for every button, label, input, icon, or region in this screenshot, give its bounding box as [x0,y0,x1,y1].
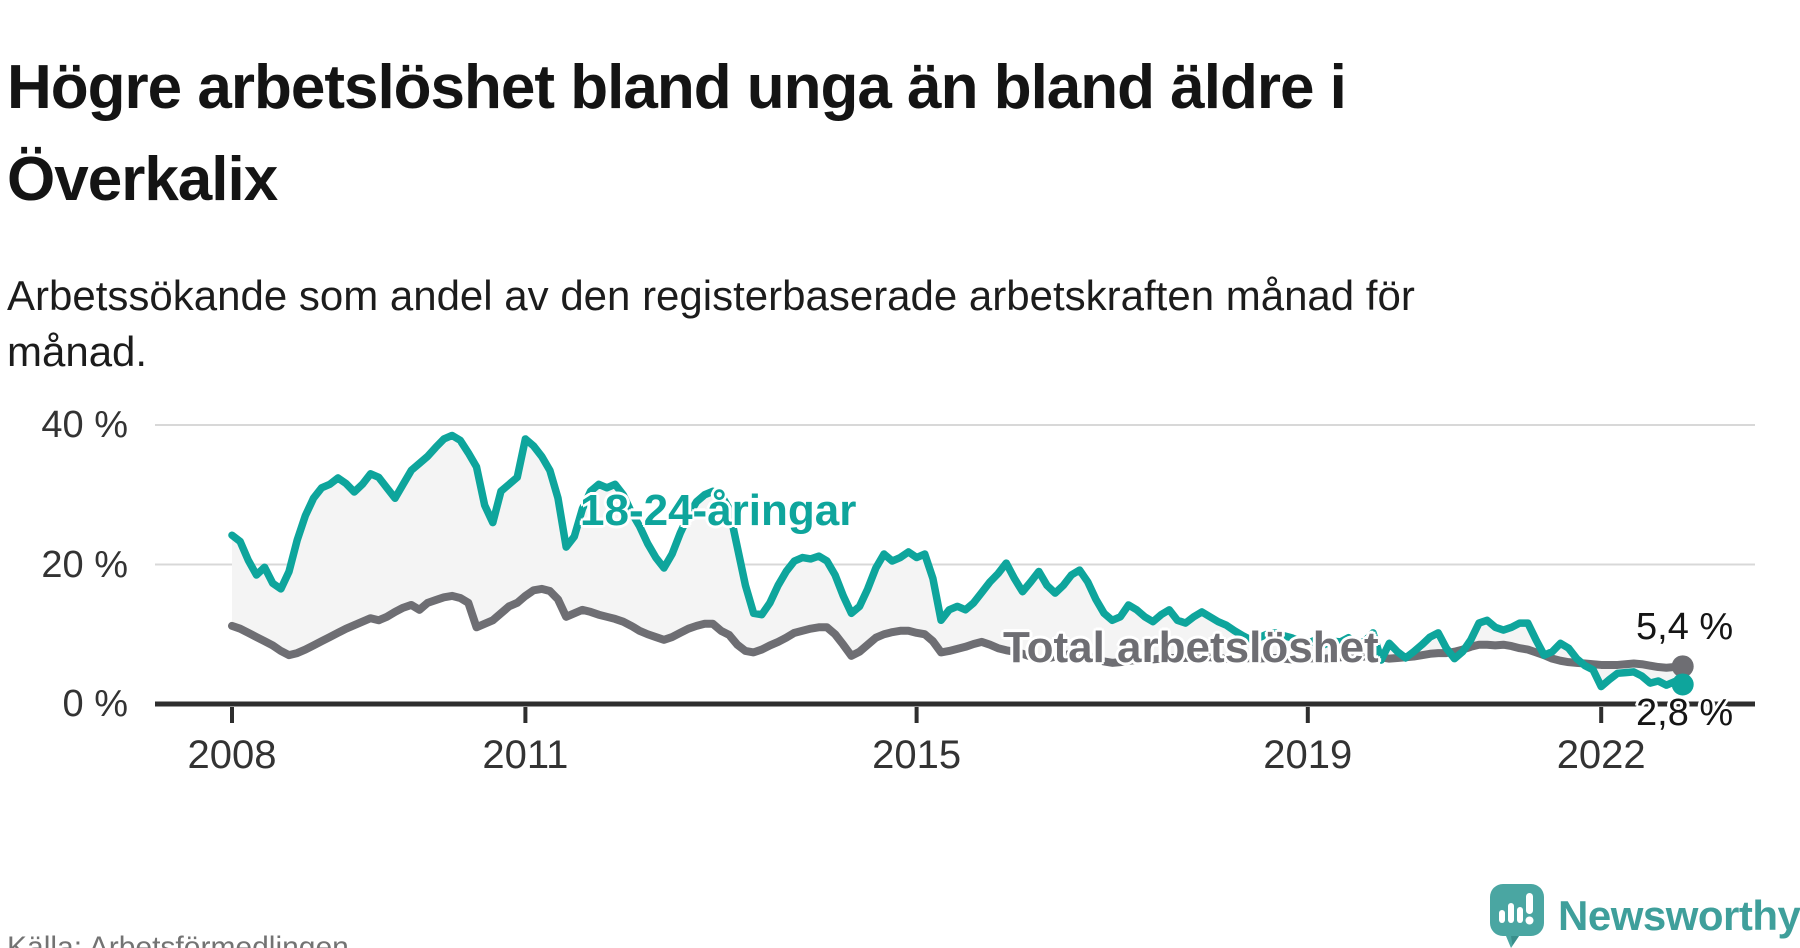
newsworthy-logo-icon [1490,884,1544,948]
chart-subtitle: Arbetssökande som andel av den registerb… [7,268,1567,380]
newsworthy-wordmark: Newsworthy [1558,892,1800,939]
end-dot-youth [1671,673,1694,696]
page-title-line2: Överkalix [7,144,278,214]
series-label-total: Total arbetslöshet [1003,623,1379,672]
source-note: Källa: Arbetsförmedlingen [7,931,349,948]
x-axis-label-2015: 2015 [872,733,962,777]
logo-bar-1 [1499,910,1505,923]
fill-between-area [232,435,1683,687]
end-dot-total [1671,655,1694,678]
logo-bar-2 [1508,903,1514,923]
x-axis-label-2022: 2022 [1556,733,1646,777]
page-title-line1: Högre arbetslöshet bland unga än bland ä… [7,52,1347,122]
logo-bar-3 [1517,907,1523,923]
y-axis-label-40: 40 % [41,404,128,446]
y-axis-label-0: 0 % [62,683,128,725]
line-youth-18-24 [228,431,1687,691]
logo-exclamation-dot [1525,916,1534,925]
y-axis-label-20: 20 % [41,543,128,586]
end-value-label-youth: 2,8 % [1636,692,1734,734]
logo-exclamation-bar [1526,893,1533,914]
end-value-label-total: 5,4 % [1636,606,1734,648]
x-axis-label-2019: 2019 [1263,733,1353,777]
newsworthy-branding: Newsworthy [1490,884,1800,948]
series-label-youth: 18-24-åringar [580,486,857,535]
page-title: Högre arbetslöshet bland unga än bland ä… [7,42,1647,226]
x-axis-label-2011: 2011 [482,733,569,777]
line-total-unemployment [228,584,1687,672]
x-axis-label-2008: 2008 [187,733,277,777]
chart-subtitle-line1: Arbetssökande som andel av den registerb… [7,272,1415,319]
chart-subtitle-line2: månad. [7,328,148,375]
